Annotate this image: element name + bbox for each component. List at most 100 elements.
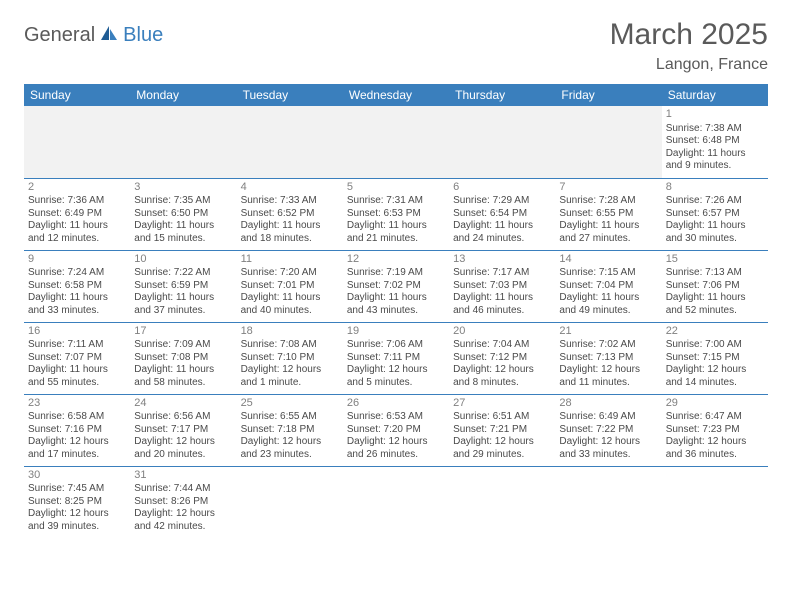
daylight-text: Daylight: 11 hours xyxy=(453,292,551,305)
daylight-text: Daylight: 11 hours xyxy=(28,364,126,377)
calendar-week-row: 16Sunrise: 7:11 AMSunset: 7:07 PMDayligh… xyxy=(24,322,768,394)
sunrise-text: Sunrise: 7:31 AM xyxy=(347,195,445,208)
sunset-text: Sunset: 7:16 PM xyxy=(28,424,126,437)
calendar-week-row: 9Sunrise: 7:24 AMSunset: 6:58 PMDaylight… xyxy=(24,250,768,322)
day-number: 31 xyxy=(134,469,232,483)
daylight-text: Daylight: 11 hours xyxy=(347,292,445,305)
sunset-text: Sunset: 7:12 PM xyxy=(453,352,551,365)
day-number: 7 xyxy=(559,181,657,195)
sunrise-text: Sunrise: 7:09 AM xyxy=(134,339,232,352)
calendar-cell: 28Sunrise: 6:49 AMSunset: 7:22 PMDayligh… xyxy=(555,394,661,466)
weekday-header-row: Sunday Monday Tuesday Wednesday Thursday… xyxy=(24,84,768,106)
sunset-text: Sunset: 6:57 PM xyxy=(666,208,764,221)
calendar-cell: 31Sunrise: 7:44 AMSunset: 8:26 PMDayligh… xyxy=(130,466,236,538)
sunrise-text: Sunrise: 7:00 AM xyxy=(666,339,764,352)
daylight-text: and 11 minutes. xyxy=(559,377,657,390)
daylight-text: Daylight: 12 hours xyxy=(241,436,339,449)
day-number: 10 xyxy=(134,253,232,267)
sunrise-text: Sunrise: 7:08 AM xyxy=(241,339,339,352)
daylight-text: and 55 minutes. xyxy=(28,377,126,390)
day-number: 18 xyxy=(241,325,339,339)
day-number: 26 xyxy=(347,397,445,411)
calendar-cell: 16Sunrise: 7:11 AMSunset: 7:07 PMDayligh… xyxy=(24,322,130,394)
calendar-cell xyxy=(343,106,449,178)
sunrise-text: Sunrise: 7:35 AM xyxy=(134,195,232,208)
sunrise-text: Sunrise: 7:36 AM xyxy=(28,195,126,208)
daylight-text: and 29 minutes. xyxy=(453,449,551,462)
sunset-text: Sunset: 7:03 PM xyxy=(453,280,551,293)
daylight-text: Daylight: 12 hours xyxy=(559,436,657,449)
sunset-text: Sunset: 7:02 PM xyxy=(347,280,445,293)
calendar-cell: 8Sunrise: 7:26 AMSunset: 6:57 PMDaylight… xyxy=(662,178,768,250)
sunrise-text: Sunrise: 7:26 AM xyxy=(666,195,764,208)
day-number: 13 xyxy=(453,253,551,267)
calendar-cell: 5Sunrise: 7:31 AMSunset: 6:53 PMDaylight… xyxy=(343,178,449,250)
day-number: 12 xyxy=(347,253,445,267)
daylight-text: and 33 minutes. xyxy=(28,305,126,318)
sunset-text: Sunset: 7:04 PM xyxy=(559,280,657,293)
title-block: March 2025 Langon, France xyxy=(610,18,768,74)
weekday-header: Monday xyxy=(130,84,236,106)
daylight-text: and 20 minutes. xyxy=(134,449,232,462)
daylight-text: Daylight: 12 hours xyxy=(453,364,551,377)
sunrise-text: Sunrise: 7:20 AM xyxy=(241,267,339,280)
sunset-text: Sunset: 7:13 PM xyxy=(559,352,657,365)
daylight-text: and 9 minutes. xyxy=(666,160,764,173)
calendar-cell: 11Sunrise: 7:20 AMSunset: 7:01 PMDayligh… xyxy=(237,250,343,322)
weekday-header: Sunday xyxy=(24,84,130,106)
day-number: 8 xyxy=(666,181,764,195)
calendar-cell xyxy=(662,466,768,538)
daylight-text: and 49 minutes. xyxy=(559,305,657,318)
sunset-text: Sunset: 7:17 PM xyxy=(134,424,232,437)
weekday-header: Saturday xyxy=(662,84,768,106)
calendar-cell: 22Sunrise: 7:00 AMSunset: 7:15 PMDayligh… xyxy=(662,322,768,394)
calendar-cell: 26Sunrise: 6:53 AMSunset: 7:20 PMDayligh… xyxy=(343,394,449,466)
calendar-cell: 29Sunrise: 6:47 AMSunset: 7:23 PMDayligh… xyxy=(662,394,768,466)
daylight-text: and 1 minute. xyxy=(241,377,339,390)
daylight-text: and 24 minutes. xyxy=(453,233,551,246)
daylight-text: and 30 minutes. xyxy=(666,233,764,246)
day-number: 20 xyxy=(453,325,551,339)
calendar-cell xyxy=(130,106,236,178)
day-number: 25 xyxy=(241,397,339,411)
calendar-cell: 25Sunrise: 6:55 AMSunset: 7:18 PMDayligh… xyxy=(237,394,343,466)
sunrise-text: Sunrise: 7:44 AM xyxy=(134,483,232,496)
daylight-text: and 37 minutes. xyxy=(134,305,232,318)
daylight-text: and 12 minutes. xyxy=(28,233,126,246)
sunset-text: Sunset: 6:58 PM xyxy=(28,280,126,293)
daylight-text: and 15 minutes. xyxy=(134,233,232,246)
daylight-text: Daylight: 11 hours xyxy=(134,220,232,233)
day-number: 4 xyxy=(241,181,339,195)
sunrise-text: Sunrise: 7:06 AM xyxy=(347,339,445,352)
daylight-text: Daylight: 12 hours xyxy=(347,436,445,449)
calendar-cell: 20Sunrise: 7:04 AMSunset: 7:12 PMDayligh… xyxy=(449,322,555,394)
daylight-text: and 43 minutes. xyxy=(347,305,445,318)
calendar-cell: 19Sunrise: 7:06 AMSunset: 7:11 PMDayligh… xyxy=(343,322,449,394)
daylight-text: and 39 minutes. xyxy=(28,521,126,534)
day-number: 24 xyxy=(134,397,232,411)
day-number: 16 xyxy=(28,325,126,339)
day-number: 19 xyxy=(347,325,445,339)
sunrise-text: Sunrise: 7:28 AM xyxy=(559,195,657,208)
daylight-text: and 8 minutes. xyxy=(453,377,551,390)
day-number: 17 xyxy=(134,325,232,339)
header: General Blue March 2025 Langon, France xyxy=(24,18,768,74)
calendar-cell xyxy=(237,466,343,538)
day-number: 5 xyxy=(347,181,445,195)
daylight-text: and 40 minutes. xyxy=(241,305,339,318)
daylight-text: Daylight: 11 hours xyxy=(241,292,339,305)
day-number: 2 xyxy=(28,181,126,195)
calendar-cell: 10Sunrise: 7:22 AMSunset: 6:59 PMDayligh… xyxy=(130,250,236,322)
calendar-cell: 3Sunrise: 7:35 AMSunset: 6:50 PMDaylight… xyxy=(130,178,236,250)
calendar-cell xyxy=(555,106,661,178)
daylight-text: Daylight: 12 hours xyxy=(666,364,764,377)
sunset-text: Sunset: 7:01 PM xyxy=(241,280,339,293)
sunrise-text: Sunrise: 7:15 AM xyxy=(559,267,657,280)
daylight-text: and 5 minutes. xyxy=(347,377,445,390)
sunset-text: Sunset: 7:21 PM xyxy=(453,424,551,437)
sunrise-text: Sunrise: 6:51 AM xyxy=(453,411,551,424)
sunrise-text: Sunrise: 7:13 AM xyxy=(666,267,764,280)
daylight-text: and 36 minutes. xyxy=(666,449,764,462)
calendar-cell xyxy=(555,466,661,538)
sunset-text: Sunset: 6:55 PM xyxy=(559,208,657,221)
